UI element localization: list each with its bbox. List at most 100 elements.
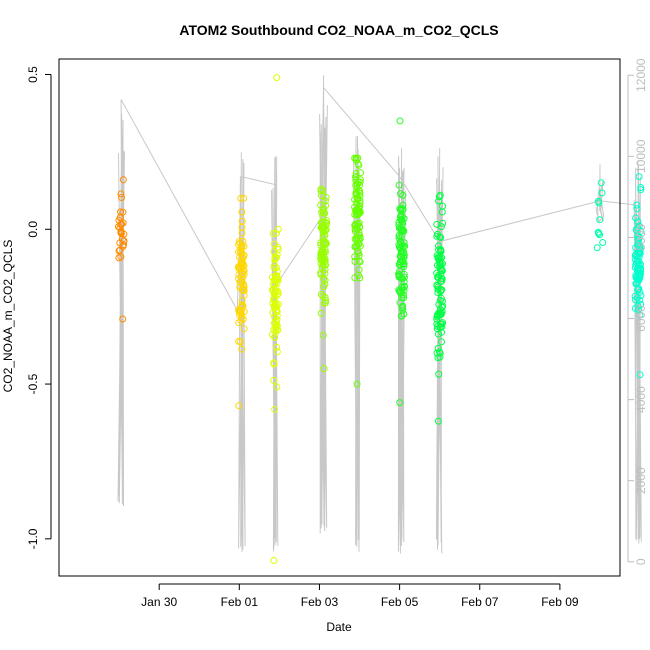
altitude-series-layer bbox=[117, 75, 642, 554]
data-point bbox=[239, 315, 247, 323]
data-point bbox=[271, 333, 278, 341]
data-point bbox=[633, 205, 641, 213]
data-point bbox=[238, 260, 246, 267]
y-axis: 0.5 0.0 -0.5 -1.0 bbox=[26, 66, 52, 549]
data-point bbox=[317, 241, 325, 249]
data-point bbox=[400, 273, 408, 281]
data-point bbox=[395, 181, 403, 189]
data-point bbox=[437, 286, 445, 294]
data-point bbox=[235, 275, 242, 283]
data-point bbox=[322, 193, 330, 201]
data-point bbox=[400, 294, 408, 302]
data-point bbox=[351, 258, 359, 265]
data-point bbox=[633, 201, 641, 209]
data-point bbox=[274, 246, 282, 253]
data-point bbox=[395, 286, 403, 294]
data-point bbox=[271, 275, 279, 283]
data-point bbox=[396, 399, 404, 407]
chart-title: ATOM2 Southbound CO2_NOAA_m_CO2_QCLS bbox=[179, 22, 498, 38]
data-point bbox=[356, 274, 364, 282]
data-point bbox=[319, 212, 327, 220]
data-point bbox=[437, 234, 445, 241]
data-point bbox=[395, 234, 403, 242]
data-point bbox=[352, 188, 360, 196]
data-point bbox=[637, 300, 645, 308]
x-tick-label: Jan 30 bbox=[141, 595, 177, 609]
data-point bbox=[120, 230, 128, 238]
data-point bbox=[239, 286, 247, 294]
data-point bbox=[595, 230, 603, 237]
data-point bbox=[237, 194, 245, 202]
data-point bbox=[399, 306, 407, 314]
data-point bbox=[238, 223, 246, 231]
data-point bbox=[435, 370, 443, 378]
data-point bbox=[269, 287, 277, 294]
y2-tick-label: 8000 bbox=[634, 224, 648, 251]
data-point bbox=[437, 294, 445, 302]
data-point bbox=[116, 239, 124, 247]
data-point bbox=[119, 219, 127, 227]
data-point bbox=[269, 230, 277, 238]
data-point bbox=[238, 276, 246, 284]
data-point bbox=[320, 365, 328, 373]
data-point bbox=[235, 271, 243, 279]
data-point bbox=[272, 255, 280, 262]
data-point bbox=[635, 242, 642, 249]
data-point bbox=[118, 194, 125, 201]
data-point bbox=[352, 181, 360, 189]
data-point bbox=[434, 273, 442, 281]
data-point bbox=[436, 324, 444, 332]
data-point bbox=[351, 235, 359, 243]
data-point bbox=[320, 299, 328, 307]
data-point bbox=[270, 264, 278, 272]
y2-tick-label: 12000 bbox=[634, 58, 648, 92]
data-point bbox=[272, 229, 280, 237]
plot-frame bbox=[58, 58, 621, 577]
data-point bbox=[400, 260, 408, 267]
data-point bbox=[351, 274, 359, 282]
data-point bbox=[322, 299, 329, 307]
data-point bbox=[436, 233, 444, 241]
data-point bbox=[636, 250, 644, 258]
data-point bbox=[438, 208, 446, 216]
data-points-layer bbox=[115, 74, 645, 564]
data-point bbox=[273, 291, 281, 299]
data-point bbox=[400, 248, 408, 256]
data-point bbox=[354, 160, 362, 168]
data-point bbox=[352, 173, 360, 181]
data-point bbox=[437, 306, 444, 314]
data-point bbox=[596, 216, 604, 224]
data-point bbox=[318, 248, 326, 256]
data-point bbox=[274, 225, 282, 233]
data-point bbox=[635, 273, 643, 280]
data-point bbox=[356, 207, 364, 215]
data-point bbox=[351, 253, 359, 261]
data-point bbox=[269, 300, 277, 308]
x-tick-label: Feb 05 bbox=[381, 595, 419, 609]
data-point bbox=[238, 208, 246, 216]
data-point bbox=[238, 303, 246, 311]
data-point bbox=[352, 156, 360, 164]
data-point bbox=[400, 283, 408, 291]
data-point bbox=[355, 266, 363, 274]
data-point bbox=[434, 417, 442, 425]
data-point bbox=[396, 213, 404, 221]
data-point bbox=[433, 269, 441, 277]
data-point bbox=[273, 74, 281, 82]
data-point bbox=[237, 245, 245, 253]
data-point bbox=[599, 239, 607, 246]
data-point bbox=[395, 231, 403, 239]
data-point bbox=[635, 268, 643, 275]
data-point bbox=[270, 557, 278, 564]
y-axis-label: CO2_NOAA_m_CO2_QCLS bbox=[1, 240, 15, 393]
data-point bbox=[437, 320, 445, 328]
data-point bbox=[238, 242, 246, 250]
data-point bbox=[355, 257, 363, 265]
data-point bbox=[120, 237, 128, 245]
data-point bbox=[399, 191, 407, 199]
data-point bbox=[597, 179, 605, 187]
data-point bbox=[399, 220, 407, 228]
data-point bbox=[322, 202, 330, 210]
data-point bbox=[636, 296, 644, 304]
